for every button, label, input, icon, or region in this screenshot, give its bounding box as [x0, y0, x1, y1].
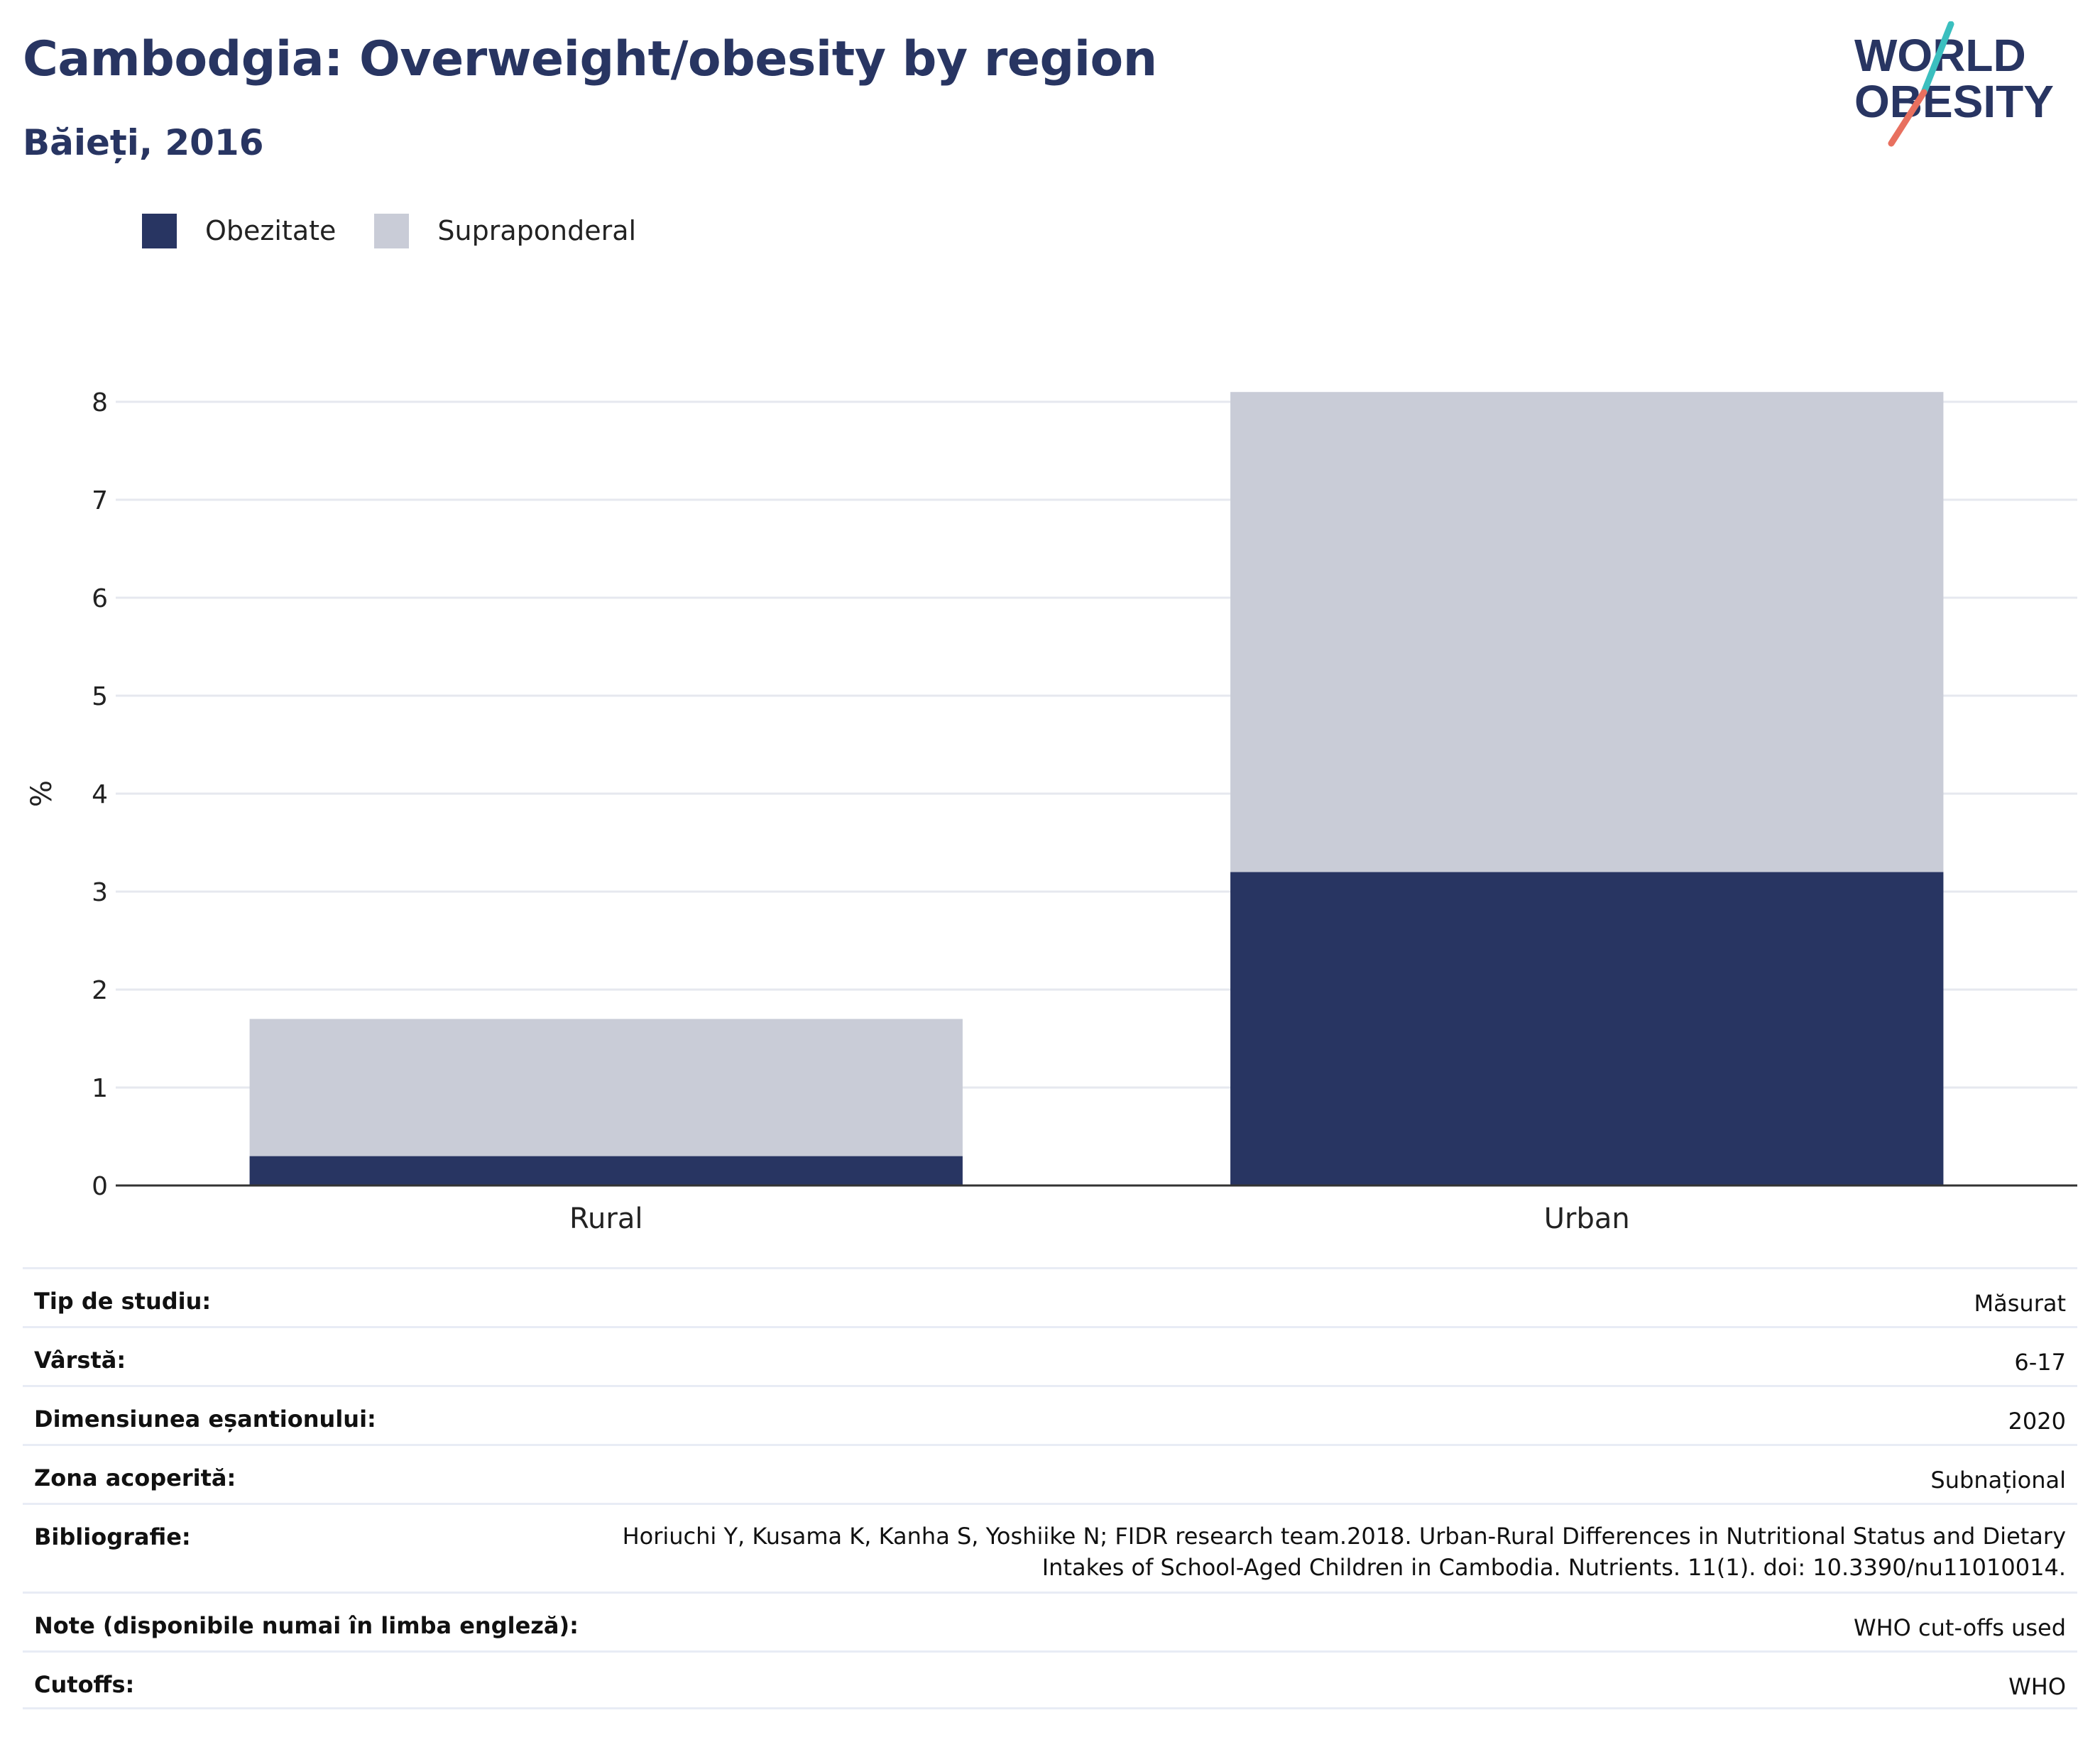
study-metadata-table: Tip de studiu: Măsurat Vârstă: 6-17 Dimensiu…: [23, 1267, 2077, 1709]
logo-text-obesity: OBESITY: [1854, 76, 2054, 127]
legend-swatch-obesity: [142, 213, 177, 248]
y-tick-label: 1: [92, 1074, 108, 1103]
metadata-label: Zona acoperită:: [34, 1464, 236, 1491]
y-tick-label: 6: [92, 584, 108, 613]
y-tick-label: 7: [92, 486, 108, 515]
metadata-value: WHO: [2008, 1673, 2066, 1700]
metadata-row: Dimensiunea eșantionului: 2020: [23, 1385, 2077, 1444]
metadata-value: 2020: [2008, 1408, 2066, 1435]
metadata-label: Note (disponibile numai în limba engleză…: [34, 1612, 579, 1639]
x-tick-label: Urban: [1544, 1203, 1630, 1235]
metadata-label: Bibliografie:: [34, 1523, 191, 1550]
y-tick-label: 8: [92, 388, 108, 417]
chart-legend: Obezitate Supraponderal: [142, 211, 674, 251]
metadata-row: Cutoffs: WHO: [23, 1650, 2077, 1709]
metadata-value: Horiuchi Y, Kusama K, Kanha S, Yoshiike …: [622, 1523, 2066, 1581]
y-tick-label: 3: [92, 878, 108, 907]
stacked-bar-chart: 0 1 2 3 4 5 6 7 8% Rural Urban: [26, 388, 2077, 1235]
bar-rural-overweight: [249, 1019, 963, 1156]
legend-label-overweight: Supraponderal: [437, 215, 637, 246]
x-tick-label: Rural: [569, 1203, 642, 1235]
metadata-value: Subnațional: [1930, 1467, 2066, 1494]
legend-item-obesity[interactable]: Obezitate: [142, 213, 337, 248]
metadata-row: Note (disponibile numai în limba engleză…: [23, 1592, 2077, 1650]
chart-title: Cambodgia: Overweight/obesity by region: [23, 31, 1157, 87]
logo-slash-coral: [1888, 89, 1927, 147]
y-axis-title: %: [26, 780, 58, 807]
metadata-label: Tip de studiu:: [34, 1288, 212, 1315]
metadata-label: Cutoffs:: [34, 1671, 135, 1698]
metadata-row: Bibliografie: Horiuchi Y, Kusama K, Kanha…: [23, 1503, 2077, 1592]
metadata-row: Tip de studiu: Măsurat: [23, 1267, 2077, 1326]
bar-urban-obesity: [1230, 872, 1944, 1185]
metadata-value: 6-17: [2014, 1349, 2066, 1376]
metadata-value: WHO cut-offs used: [1853, 1614, 2066, 1641]
metadata-label: Dimensiunea eșantionului:: [34, 1406, 376, 1433]
world-obesity-logo: WORLD OBESITY: [1854, 21, 2054, 147]
bar-urban-overweight: [1230, 392, 1944, 872]
chart-subtitle: Băieți, 2016: [23, 122, 264, 163]
y-tick-label: 2: [92, 976, 108, 1005]
metadata-row: Vârstă: 6-17: [23, 1326, 2077, 1385]
metadata-label: Vârstă:: [34, 1347, 126, 1374]
legend-swatch-overweight: [374, 213, 410, 248]
y-tick-label: 0: [92, 1172, 108, 1201]
y-tick-label: 5: [92, 682, 108, 711]
legend-item-overweight[interactable]: Supraponderal: [374, 213, 637, 248]
y-tick-label: 4: [92, 780, 108, 809]
metadata-row: Zona acoperită: Subnațional: [23, 1444, 2077, 1503]
logo-slash-teal: [1920, 21, 1954, 96]
bar-rural-obesity: [249, 1156, 963, 1185]
legend-label-obesity: Obezitate: [205, 215, 337, 246]
metadata-value: Măsurat: [1974, 1290, 2066, 1317]
